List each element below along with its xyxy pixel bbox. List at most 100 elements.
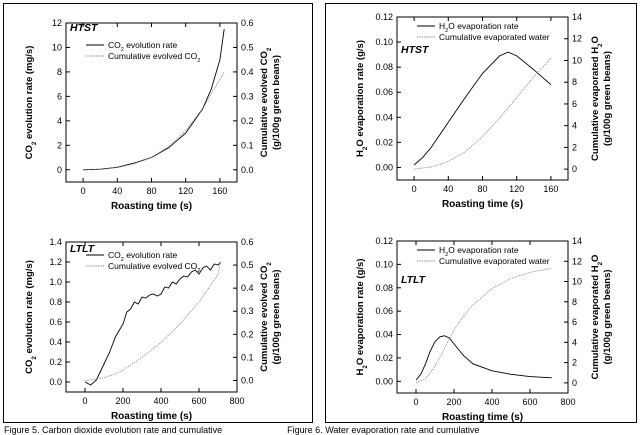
y-tick-label: 12: [52, 18, 62, 28]
x-tick-label: 0: [412, 184, 417, 194]
x-axis-label: Roasting time (s): [442, 412, 523, 422]
legend-label-1: H2O evaporation rate: [439, 245, 519, 258]
x-axis-label: Roasting time (s): [442, 199, 523, 210]
y2-tick-label: 0.6: [241, 237, 254, 247]
y-tick-label: 0.2: [49, 357, 62, 367]
y2-tick-label: 0.5: [241, 42, 254, 52]
y2-tick-label: 12: [572, 34, 582, 44]
h2o-figure-frame: 0 40 80 120 160 0.00 0.02 0.04 0.06 0.08 0.10 0.12 0…: [325, 3, 637, 423]
y2-tick-label: 6: [572, 99, 577, 109]
y-tick-label: 0.6: [49, 317, 62, 327]
series-line-1: [83, 29, 225, 171]
series-line-2: [415, 268, 552, 384]
y2-tick-label: 0.3: [241, 91, 254, 101]
axes: 0 40 80 120 160 0 2 4 6 8 10 12 0.0 0.1 0.2 0.3 0.4 0.5 0.…: [52, 18, 254, 196]
y-tick-label: 1.2: [49, 257, 62, 267]
legend-label-2: Cumulative evolved CO2: [108, 51, 200, 64]
y2-tick-label: 0.1: [241, 352, 254, 362]
x-axis-label: Roasting time (s): [111, 201, 192, 212]
y-axis-label: CO2 evolution rate (mg/s): [24, 46, 38, 160]
legend-label-1: CO2 evolution rate: [108, 250, 177, 263]
y2-tick-label: 8: [572, 297, 577, 307]
legend-label-1: CO2 evolution rate: [108, 40, 177, 53]
y-tick-label: 4: [57, 116, 62, 126]
y2-tick-label: 10: [572, 277, 582, 287]
y2-tick-label: 0.4: [241, 67, 254, 77]
x-tick-label: 0: [81, 186, 86, 196]
y-tick-label: 0.04: [375, 112, 393, 122]
y-tick-label: 0.06: [375, 87, 393, 97]
h2o-ltlt-chart: 0 200 400 600 800 0.00 0.02 0.04 0.06 0.08 0.10 0.1…: [355, 236, 613, 422]
figure-captions: Figure 5. Carbon dioxide evolution rate …: [4, 426, 636, 435]
y-tick-label: 10: [52, 42, 62, 52]
panel-label: LTLT: [401, 274, 427, 286]
y2-axis-label-units: (g/100g green beans): [602, 269, 613, 364]
co2-figure-frame: 0 40 80 120 160 0 2 4 6 8 10 12 0.0 0.1 0.2 0.3 0.4 0.5 0.…: [3, 3, 313, 423]
x-tick-label: 160: [212, 186, 227, 196]
y2-tick-label: 14: [572, 12, 582, 22]
y-tick-label: 0.00: [375, 162, 393, 172]
x-tick-label: 800: [229, 396, 244, 406]
y-tick-label: 0.06: [375, 306, 393, 316]
y2-tick-label: 8: [572, 77, 577, 87]
axes: 0 200 400 600 800 0.00 0.02 0.04 0.06 0.08 0.10 0.1…: [375, 236, 582, 407]
x-tick-label: 200: [115, 396, 130, 406]
x-tick-label: 40: [112, 186, 122, 196]
y-tick-label: 0.4: [49, 337, 62, 347]
x-tick-label: 0: [413, 397, 418, 407]
y-tick-label: 1.0: [49, 277, 62, 287]
y2-tick-label: 0.2: [241, 116, 254, 126]
series-line-2: [83, 71, 225, 171]
y2-tick-label: 0.1: [241, 140, 254, 150]
x-tick-label: 160: [543, 184, 558, 194]
y-tick-label: 0.08: [375, 283, 393, 293]
series-line-1: [84, 261, 222, 386]
legend-label-2: Cumulative evaporated water: [439, 32, 550, 42]
y-axis-label: H2O evaporation rate (g/s): [355, 259, 369, 376]
plot-frame: [396, 240, 569, 394]
y2-tick-label: 6: [572, 317, 577, 327]
y2-tick-label: 0: [572, 378, 577, 388]
x-axis-label: Roasting time (s): [111, 411, 192, 422]
legend-label-2: Cumulative evolved CO2: [108, 261, 200, 274]
y-tick-label: 1.4: [49, 237, 62, 247]
y-tick-label: 0.02: [375, 137, 393, 147]
x-tick-label: 0: [82, 396, 87, 406]
x-tick-label: 400: [153, 396, 168, 406]
y2-axis-label: Cumulative evaporated H2O: [590, 255, 604, 380]
y-axis-label: H2O evaporation rate (g/s): [355, 40, 369, 157]
y-tick-label: 0.08: [375, 62, 393, 72]
y2-axis-label-units: (g/100g green beans): [602, 51, 613, 146]
x-tick-label: 600: [522, 397, 537, 407]
y2-axis-label: Cumulative evaporated H2O: [590, 36, 604, 161]
panel-label: HTST: [70, 22, 99, 34]
y2-tick-label: 14: [572, 236, 582, 246]
y2-tick-label: 4: [572, 121, 577, 131]
series-line-1: [415, 335, 552, 381]
h2o-htst-chart: 0 40 80 120 160 0.00 0.02 0.04 0.06 0.08 0.10 0.12 0…: [355, 12, 613, 210]
axes: 0 200 400 600 800 0.0 0.2 0.4 0.6 0.8 1.0 1.2 1.4 0.0…: [49, 237, 253, 406]
y2-tick-label: 0.6: [241, 18, 254, 28]
y-tick-label: 0.10: [375, 259, 393, 269]
y2-axis-label: Cumulative evolved CO2: [259, 262, 273, 372]
series-line-1: [413, 51, 552, 166]
y-tick-label: 0.8: [49, 297, 62, 307]
y2-tick-label: 10: [572, 55, 582, 65]
x-tick-label: 40: [443, 184, 453, 194]
y2-tick-label: 0.2: [241, 329, 254, 339]
axes: 0 40 80 120 160 0.00 0.02 0.04 0.06 0.08 0.10 0.12 0…: [375, 12, 582, 194]
y-tick-label: 0.12: [375, 12, 393, 22]
caption-right: Figure 6. Water evaporation rate and cum…: [287, 426, 480, 435]
legend-label-1: H2O evaporation rate: [439, 21, 519, 34]
y2-tick-label: 4: [572, 337, 577, 347]
y2-tick-label: 2: [572, 358, 577, 368]
y-tick-label: 0.00: [375, 376, 393, 386]
y-tick-label: 8: [57, 67, 62, 77]
y-tick-label: 0: [57, 165, 62, 175]
y2-tick-label: 0.3: [241, 306, 254, 316]
x-tick-label: 200: [446, 397, 461, 407]
x-tick-label: 400: [484, 397, 499, 407]
panel-label: HTST: [401, 44, 430, 56]
series-line-2: [84, 260, 222, 381]
